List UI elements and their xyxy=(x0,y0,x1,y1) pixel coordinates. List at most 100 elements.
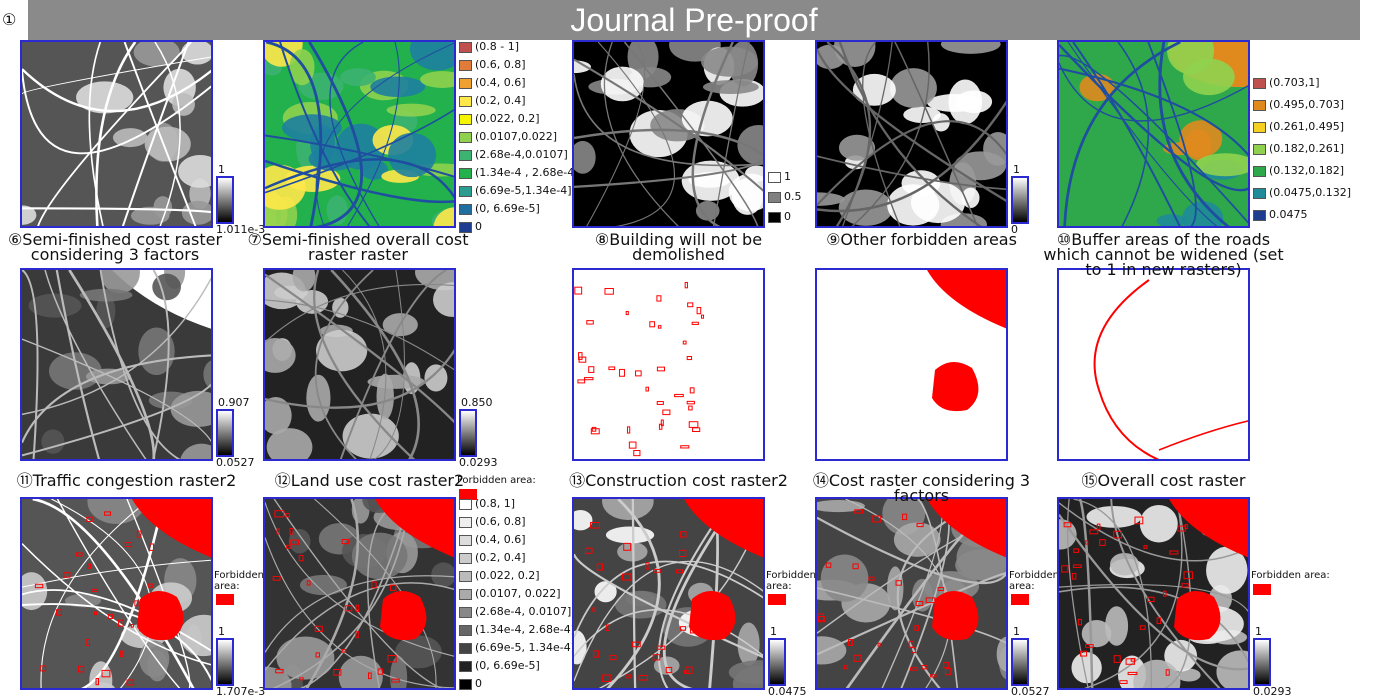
map-raster xyxy=(1057,40,1250,228)
legend-swatch xyxy=(459,589,472,600)
panel-title: ⑮Overall cost raster xyxy=(1037,473,1290,488)
colorbar xyxy=(216,176,234,224)
map-raster xyxy=(263,497,456,690)
legend-label: (0.132,0.182] xyxy=(1269,165,1344,177)
colorbar-min: 0.0293 xyxy=(1253,686,1292,698)
map-raster xyxy=(572,268,765,461)
map-raster xyxy=(20,268,213,461)
header-banner: Journal Pre-proof xyxy=(28,0,1360,40)
legend-swatch xyxy=(1253,210,1266,221)
legend-swatch xyxy=(459,643,472,654)
forbidden-swatch xyxy=(768,594,786,605)
colorbar-min: 1.707e-3 xyxy=(216,686,265,698)
legend-swatch xyxy=(768,172,781,183)
colorbar-min: 0.0527 xyxy=(1011,686,1050,698)
colorbar-max: 1 xyxy=(770,626,777,638)
legend-label: (0, 6.69e-5] xyxy=(475,203,540,215)
map-shape xyxy=(352,533,408,580)
legend-swatch xyxy=(459,186,472,197)
map-shape xyxy=(1059,270,1250,461)
map-raster xyxy=(572,497,765,690)
colorbar-min: 0.0475 xyxy=(768,686,807,698)
legend-label: (0.022, 0.2] xyxy=(475,113,540,125)
map-shape xyxy=(424,364,447,391)
body: {"header": {"title": "Journal Pre-proof"… xyxy=(0,0,1375,695)
forbidden-label: Forbidden area: xyxy=(457,475,547,486)
legend-swatch xyxy=(459,571,472,582)
colorbar-max: 1 xyxy=(1013,164,1020,176)
legend-swatch xyxy=(459,150,472,161)
panel-title: ⑧Building will not be demolished xyxy=(552,232,805,262)
colorbar-min: 0.0527 xyxy=(216,457,255,469)
legend-label: (6.69e-5,1.34e-4] xyxy=(475,185,572,197)
legend-label: 0 xyxy=(784,211,791,223)
legend-swatch xyxy=(1253,78,1266,89)
legend-label: (6.69e-5, 1.34e-4] xyxy=(475,642,575,654)
legend-label: (0.495,0.703] xyxy=(1269,99,1344,111)
legend-swatch xyxy=(459,535,472,546)
map-shape xyxy=(296,290,328,314)
legend-label: (0.0107,0.022] xyxy=(475,131,557,143)
map-raster xyxy=(263,40,456,228)
colorbar xyxy=(1253,638,1271,686)
legend-swatch xyxy=(459,553,472,564)
map-shape xyxy=(147,650,167,681)
colorbar-min: 0.0293 xyxy=(459,457,498,469)
legend-swatch xyxy=(459,679,472,690)
map-feature xyxy=(689,591,735,640)
legend-swatch xyxy=(1253,166,1266,177)
map-shape xyxy=(732,178,763,215)
map-shape xyxy=(927,94,981,112)
legend-label: (0.182,0.261] xyxy=(1269,143,1344,155)
map-raster xyxy=(815,40,1008,228)
legend-label: (0.0475,0.132] xyxy=(1269,187,1351,199)
map-raster xyxy=(20,497,213,690)
forbidden-label: Forbidden area: xyxy=(214,570,264,592)
map-raster xyxy=(1057,497,1250,690)
map-feature xyxy=(380,591,426,640)
map-feature xyxy=(932,362,978,411)
colorbar xyxy=(216,638,234,686)
legend-swatch xyxy=(459,204,472,215)
legend-swatch xyxy=(768,212,781,223)
legend-label: (0.6, 0.8] xyxy=(475,516,526,528)
map-shape xyxy=(289,529,311,554)
panel-title: ⑩Buffer areas of the roads which cannot … xyxy=(1037,232,1290,277)
legend-swatch xyxy=(459,607,472,618)
forbidden-label: Forbidden area: xyxy=(766,570,816,592)
legend-label: (0.0107, 0.022] xyxy=(475,588,561,600)
map-shape xyxy=(340,68,376,86)
map-shape xyxy=(890,68,937,108)
panel-title: ⑭Cost raster considering 3 factors xyxy=(795,473,1048,503)
map-shape xyxy=(388,133,436,177)
legend-swatch xyxy=(768,192,781,203)
legend-label: 1 xyxy=(784,171,791,183)
legend-label: (0.261,0.495] xyxy=(1269,121,1344,133)
legend-swatch xyxy=(459,42,472,53)
forbidden-swatch xyxy=(1253,584,1271,595)
legend-swatch xyxy=(1253,122,1266,133)
colorbar xyxy=(768,638,786,686)
legend-swatch xyxy=(1253,144,1266,155)
legend-swatch xyxy=(459,168,472,179)
map-feature xyxy=(932,591,978,640)
legend-label: (0.6, 0.8] xyxy=(475,59,526,71)
legend-label: 0 xyxy=(475,678,482,690)
colorbar xyxy=(1011,176,1029,224)
map-shape xyxy=(1157,214,1186,227)
map-raster xyxy=(263,268,456,461)
legend-swatch xyxy=(1253,100,1266,111)
map-feature xyxy=(137,591,183,640)
legend-label: (0.8, 1] xyxy=(475,498,515,510)
panel-title: ⑥Semi-finished cost raster considering 3… xyxy=(0,232,230,262)
map-raster xyxy=(815,268,1008,461)
colorbar-max: 1 xyxy=(1255,626,1262,638)
legend-swatch xyxy=(1253,188,1266,199)
legend-swatch xyxy=(459,661,472,672)
legend-label: (0.2, 0.4] xyxy=(475,95,526,107)
legend-label: (2.68e-4,0.0107] xyxy=(475,149,568,161)
legend-label: 0.0475 xyxy=(1269,209,1308,221)
map-shape xyxy=(1140,505,1178,542)
colorbar-max: 1 xyxy=(1013,626,1020,638)
page: Figure html, body { margin: 0; padding: … xyxy=(0,0,1375,695)
